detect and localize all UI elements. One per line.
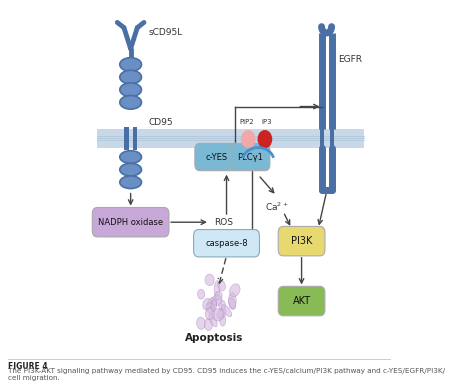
Ellipse shape [120,70,141,84]
Ellipse shape [206,303,214,313]
Ellipse shape [218,280,225,291]
Bar [124,126,128,150]
Ellipse shape [198,289,205,299]
Text: Apoptosis: Apoptosis [185,333,243,343]
Text: CD95: CD95 [149,118,173,127]
Ellipse shape [120,151,141,163]
Ellipse shape [217,308,226,319]
Text: FIGURE 4: FIGURE 4 [8,362,48,371]
Ellipse shape [203,299,212,310]
Ellipse shape [120,83,141,96]
Text: NADPH oxidase: NADPH oxidase [98,218,163,227]
Text: Ca$^{2+}$: Ca$^{2+}$ [264,200,288,213]
Ellipse shape [229,298,236,309]
FancyBboxPatch shape [230,143,270,171]
Ellipse shape [205,274,214,286]
Ellipse shape [221,305,232,317]
Text: PLCγ1: PLCγ1 [237,152,263,162]
Ellipse shape [205,307,215,320]
Bar [319,126,324,150]
FancyBboxPatch shape [193,230,259,257]
Text: The PI3K-AKT signaling pathway mediated by CD95. CD95 induces the c-YES/calcium/: The PI3K-AKT signaling pathway mediated … [8,368,445,375]
Bar [329,126,334,150]
Ellipse shape [204,319,213,330]
Circle shape [258,131,272,147]
Ellipse shape [219,314,226,326]
Ellipse shape [228,293,236,309]
Text: cell migration.: cell migration. [8,375,60,381]
Text: AKT: AKT [292,296,310,306]
Ellipse shape [208,297,217,309]
Ellipse shape [120,96,141,109]
Text: c-YES: c-YES [205,152,228,162]
Ellipse shape [211,299,217,312]
Ellipse shape [197,317,205,329]
Text: ROS: ROS [214,218,233,227]
Text: caspase-8: caspase-8 [205,239,248,248]
Ellipse shape [212,295,222,306]
Text: IP3: IP3 [261,120,272,125]
Ellipse shape [211,309,224,321]
Bar [133,126,137,150]
Ellipse shape [215,291,222,300]
Text: PI3K: PI3K [291,236,312,246]
FancyBboxPatch shape [278,226,325,256]
FancyBboxPatch shape [278,287,325,316]
Ellipse shape [120,58,141,71]
Ellipse shape [214,281,220,297]
Ellipse shape [219,300,226,311]
Ellipse shape [120,176,141,189]
Text: EGFR: EGFR [338,55,362,64]
Ellipse shape [209,314,217,327]
Text: sCD95L: sCD95L [149,29,183,37]
Ellipse shape [229,284,240,297]
Ellipse shape [120,163,141,176]
FancyBboxPatch shape [92,208,169,237]
Bar [97,129,364,147]
Circle shape [242,131,255,147]
Text: PIP2: PIP2 [239,120,254,125]
FancyBboxPatch shape [195,143,238,171]
